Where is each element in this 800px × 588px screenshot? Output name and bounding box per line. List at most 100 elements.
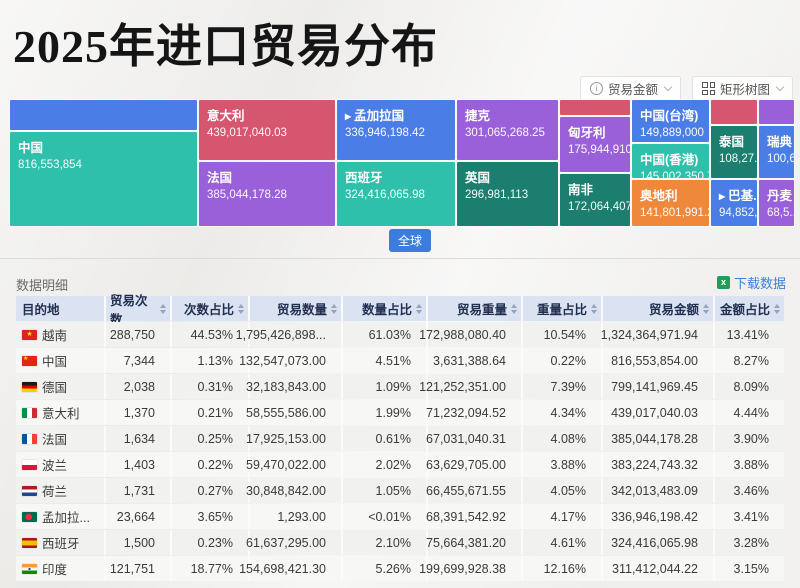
treemap-cell-南非[interactable]: 南非 172,064,407.59 xyxy=(560,174,630,226)
treemap-cell-unlabeled[interactable] xyxy=(759,100,794,124)
treemap-cell-泰国[interactable]: 泰国 108,27... xyxy=(711,126,757,178)
table-row-西班牙[interactable]: 西班牙 1,500 0.23% 61,637,295.00 2.10% 75,664,38… xyxy=(16,530,784,555)
fr-flag-icon xyxy=(22,433,37,444)
value-cell-数量占比: 0.61% xyxy=(341,426,426,451)
column-header-label: 重量占比 xyxy=(536,303,587,317)
column-header-贸易次数[interactable]: 贸易次数 xyxy=(104,294,170,327)
treemap-cell-value: 385,044,178.28 xyxy=(207,189,287,201)
download-data-label: 下载数据 xyxy=(733,276,786,291)
column-header-贸易数量[interactable]: 贸易数量 xyxy=(248,296,341,321)
treemap-cell-西班牙[interactable]: 西班牙 324,416,065.98 xyxy=(337,162,455,226)
column-header-金额占比[interactable]: 金额占比 xyxy=(713,296,784,321)
treemap-cell-label: 中国(台湾) xyxy=(640,109,699,123)
value-cell-数量占比: 1.99% xyxy=(341,400,426,425)
treemap-cell-value: 175,944,910.58 xyxy=(568,144,630,156)
bd-flag-icon xyxy=(22,511,37,522)
destination-cell: 波兰 xyxy=(16,452,104,477)
country-name: 法国 xyxy=(42,433,68,447)
value-cell-贸易数量: 32,183,843.00 xyxy=(246,374,341,399)
treemap-cell-孟加拉国[interactable]: ▶ 孟加拉国 336,946,198.42 xyxy=(337,100,455,160)
sort-icon xyxy=(591,304,597,314)
table-row-荷兰[interactable]: 荷兰 1,731 0.27% 30,848,842.00 1.05% 66,455,671… xyxy=(16,478,784,503)
value-cell-重量占比: 4.34% xyxy=(521,400,601,425)
treemap-cell-中国(台湾)[interactable]: 中国(台湾) 149,889,000 xyxy=(632,100,709,142)
treemap-cell-中国(香港)[interactable]: 中国(香港) 145,002,350.73 xyxy=(632,144,709,178)
value-cell-数量占比: <0.01% xyxy=(341,504,426,529)
treemap-cell-value: 94,852,... xyxy=(719,207,757,219)
column-header-重量占比[interactable]: 重量占比 xyxy=(521,296,601,321)
metric-selector[interactable]: 贸易金额 xyxy=(579,76,681,101)
treemap-cell-value: 439,017,040.03 xyxy=(207,127,287,139)
treemap-cell-value: 145,002,350.73 xyxy=(640,171,709,178)
table-row-法国[interactable]: 法国 1,634 0.25% 17,925,153.00 0.61% 67,031,040… xyxy=(16,426,784,451)
value-cell-贸易重量: 63,629,705.00 xyxy=(426,452,521,477)
treemap-cell-label: 英国 xyxy=(465,171,491,185)
column-header-数量占比[interactable]: 数量占比 xyxy=(341,296,426,321)
treemap-cell-中国[interactable]: 中国 816,553,854 xyxy=(10,132,197,226)
expand-arrow-icon: ▶ xyxy=(345,112,352,121)
country-name: 越南 xyxy=(42,329,68,343)
treemap-cell-value: 100,6... xyxy=(767,153,794,165)
value-cell-金额占比: 3.46% xyxy=(713,478,784,503)
value-cell-贸易次数: 1,403 xyxy=(104,452,170,477)
table-row-孟加拉...[interactable]: 孟加拉... 23,664 3.65% 1,293.00 <0.01% 68,391,54… xyxy=(16,504,784,529)
vn-flag-icon xyxy=(22,329,37,340)
value-cell-贸易重量: 75,664,381.20 xyxy=(426,530,521,555)
value-cell-贸易重量: 67,031,040.31 xyxy=(426,426,521,451)
sort-icon xyxy=(331,304,337,314)
value-cell-次数占比: 0.21% xyxy=(170,400,248,425)
page-title: 2025年进口贸易分布 xyxy=(13,21,438,72)
country-name: 印度 xyxy=(42,563,68,577)
value-cell-贸易重量: 121,252,351.00 xyxy=(419,374,521,399)
download-data-link[interactable]: 下载数据 xyxy=(716,273,786,292)
treemap-cell-value: 108,27... xyxy=(719,153,757,165)
sort-icon xyxy=(511,304,517,314)
treemap-cell-丹麦[interactable]: 丹麦 68,5... xyxy=(759,180,794,226)
treemap-cell-巴基...[interactable]: ▶巴基... 94,852,... xyxy=(711,180,757,226)
breadcrumb-global-button[interactable]: 全球 xyxy=(389,229,432,252)
column-header-贸易金额[interactable]: 贸易金额 xyxy=(601,296,713,321)
treemap-cell-瑞典[interactable]: 瑞典 100,6... xyxy=(759,126,794,178)
treemap-cell-捷克[interactable]: 捷克 301,065,268.25 xyxy=(457,100,558,160)
country-name: 中国 xyxy=(42,355,68,369)
treemap-cell-label: 法国 xyxy=(207,171,233,185)
value-cell-次数占比: 3.65% xyxy=(170,504,248,529)
destination-cell: 越南 xyxy=(16,322,104,347)
value-cell-金额占比: 8.09% xyxy=(713,374,784,399)
treemap-cell-label: ▶ 孟加拉国 xyxy=(345,109,405,123)
treemap-cell-意大利[interactable]: 意大利 439,017,040.03 xyxy=(199,100,335,160)
treemap-cell-法国[interactable]: 法国 385,044,178.28 xyxy=(199,162,335,226)
data-detail-title: 数据明细 xyxy=(16,278,69,293)
table-row-德国[interactable]: 德国 2,038 0.31% 32,183,843.00 1.09% 121,252,35… xyxy=(16,374,784,399)
column-header-贸易重量[interactable]: 贸易重量 xyxy=(426,296,521,321)
column-header-次数占比[interactable]: 次数占比 xyxy=(170,296,248,321)
value-cell-次数占比: 0.23% xyxy=(170,530,248,555)
value-cell-贸易数量: 154,698,421.30 xyxy=(239,556,341,581)
treemap-cell-unlabeled[interactable] xyxy=(10,100,197,130)
expand-arrow-icon: ▶ xyxy=(719,192,726,201)
column-header-label: 数量占比 xyxy=(361,303,412,317)
destination-cell: 德国 xyxy=(16,374,104,399)
chart-type-selector[interactable]: 矩形树图 xyxy=(691,76,793,101)
destination-cell: 中国 xyxy=(16,348,104,373)
treemap-cell-匈牙利[interactable]: 匈牙利 175,944,910.58 xyxy=(560,117,630,172)
value-cell-贸易次数: 121,751 xyxy=(104,556,170,581)
table-row-中国[interactable]: 中国 7,3441.13%132,547,073.004.51%3,631,388… xyxy=(16,348,784,373)
value-cell-贸易金额: 1,324,364,971.94 xyxy=(601,322,713,347)
value-cell-贸易数量: 132,547,073.00 xyxy=(239,348,341,373)
treemap-cell-英国[interactable]: 英国 296,981,113 xyxy=(457,162,558,226)
sort-icon xyxy=(416,304,422,314)
value-cell-金额占比: 8.27% xyxy=(713,348,784,373)
table-row-印度[interactable]: 印度 121,751 18.77% 154,698,421.30 5.26% 199,69… xyxy=(16,556,784,581)
table-row-越南[interactable]: 越南 288,75044.53%1,795,426,898...61.03%172… xyxy=(16,322,784,347)
treemap-cell-unlabeled[interactable] xyxy=(711,100,757,124)
table-row-波兰[interactable]: 波兰 1,403 0.22% 59,470,022.00 2.02% 63,629,705… xyxy=(16,452,784,477)
treemap-cell-label: 意大利 xyxy=(207,109,245,123)
value-cell-次数占比: 44.53% xyxy=(170,322,248,347)
treemap-cell-label: 中国(香港) xyxy=(640,153,699,167)
table-row-意大利[interactable]: 意大利 1,370 0.21% 58,555,586.00 1.99% 71,232,09… xyxy=(16,400,784,425)
value-cell-金额占比: 3.15% xyxy=(713,556,784,581)
treemap-cell-奥地利[interactable]: 奥地利 141,801,991.26 xyxy=(632,180,709,226)
treemap-cell-unlabeled[interactable] xyxy=(560,100,630,115)
country-name: 孟加拉... xyxy=(42,511,90,525)
